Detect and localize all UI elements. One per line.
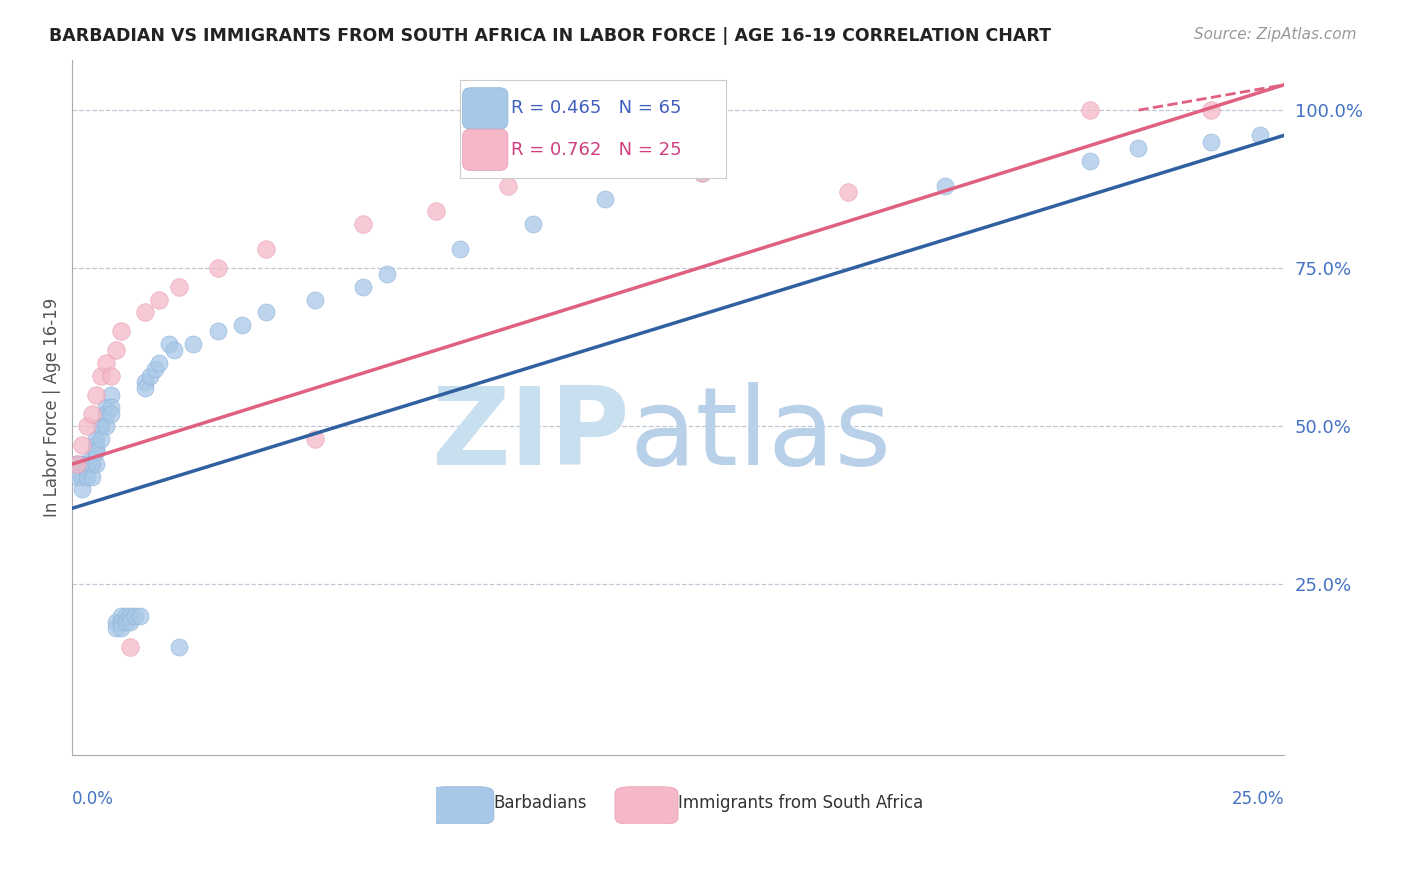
Point	[134, 381, 156, 395]
Point	[76, 469, 98, 483]
Point	[96, 356, 118, 370]
Point	[148, 293, 170, 307]
Text: BARBADIAN VS IMMIGRANTS FROM SOUTH AFRICA IN LABOR FORCE | AGE 16-19 CORRELATION: BARBADIAN VS IMMIGRANTS FROM SOUTH AFRIC…	[49, 27, 1052, 45]
Point	[139, 368, 162, 383]
Point	[104, 343, 127, 358]
Point	[66, 457, 89, 471]
Point	[100, 387, 122, 401]
Point	[114, 615, 136, 629]
Point	[352, 280, 374, 294]
Point	[70, 438, 93, 452]
Point	[96, 400, 118, 414]
Point	[76, 419, 98, 434]
Point	[120, 615, 142, 629]
Point	[425, 204, 447, 219]
Point	[449, 242, 471, 256]
Point	[96, 407, 118, 421]
Point	[1249, 128, 1271, 143]
Point	[86, 457, 108, 471]
Point	[1199, 103, 1222, 117]
Point	[70, 457, 93, 471]
Point	[254, 242, 277, 256]
Point	[352, 217, 374, 231]
Point	[163, 343, 186, 358]
Point	[120, 640, 142, 655]
Text: 0.0%: 0.0%	[72, 789, 114, 807]
Point	[90, 419, 112, 434]
Point	[143, 362, 166, 376]
Point	[690, 166, 713, 180]
Point	[231, 318, 253, 332]
Text: Source: ZipAtlas.com: Source: ZipAtlas.com	[1194, 27, 1357, 42]
Point	[110, 324, 132, 338]
Point	[120, 608, 142, 623]
Point	[70, 457, 93, 471]
Point	[254, 305, 277, 319]
Point	[690, 166, 713, 180]
Point	[76, 457, 98, 471]
Point	[66, 457, 89, 471]
Point	[124, 608, 146, 623]
Point	[114, 608, 136, 623]
Point	[934, 179, 956, 194]
Point	[837, 186, 859, 200]
Point	[70, 469, 93, 483]
Point	[375, 268, 398, 282]
Point	[96, 419, 118, 434]
Point	[522, 217, 544, 231]
Point	[595, 192, 617, 206]
Point	[129, 608, 152, 623]
Point	[80, 457, 103, 471]
Point	[66, 457, 89, 471]
Point	[1078, 153, 1101, 168]
Point	[157, 337, 180, 351]
Point	[148, 356, 170, 370]
Point	[1128, 141, 1150, 155]
Text: 25.0%: 25.0%	[1232, 789, 1284, 807]
Point	[100, 368, 122, 383]
Point	[90, 419, 112, 434]
Point	[86, 387, 108, 401]
Point	[304, 432, 326, 446]
Point	[80, 457, 103, 471]
Point	[304, 293, 326, 307]
Point	[183, 337, 205, 351]
Y-axis label: In Labor Force | Age 16-19: In Labor Force | Age 16-19	[44, 298, 60, 516]
Point	[80, 407, 103, 421]
Point	[76, 457, 98, 471]
Point	[80, 450, 103, 465]
Point	[86, 444, 108, 458]
Point	[595, 153, 617, 168]
Point	[76, 457, 98, 471]
Point	[110, 608, 132, 623]
Point	[80, 469, 103, 483]
Point	[1199, 135, 1222, 149]
Point	[66, 469, 89, 483]
Point	[86, 432, 108, 446]
Point	[104, 621, 127, 635]
Point	[86, 444, 108, 458]
Point	[110, 621, 132, 635]
Point	[76, 463, 98, 477]
Point	[1078, 103, 1101, 117]
Point	[498, 179, 520, 194]
Point	[134, 305, 156, 319]
Point	[104, 615, 127, 629]
Point	[110, 615, 132, 629]
Point	[70, 483, 93, 497]
Point	[86, 438, 108, 452]
Text: ZIP: ZIP	[432, 382, 630, 488]
Point	[100, 407, 122, 421]
Point	[90, 368, 112, 383]
Point	[207, 261, 229, 276]
Point	[134, 375, 156, 389]
Point	[167, 640, 190, 655]
Point	[100, 400, 122, 414]
Point	[90, 432, 112, 446]
Text: atlas: atlas	[630, 382, 891, 488]
Point	[167, 280, 190, 294]
Point	[207, 324, 229, 338]
